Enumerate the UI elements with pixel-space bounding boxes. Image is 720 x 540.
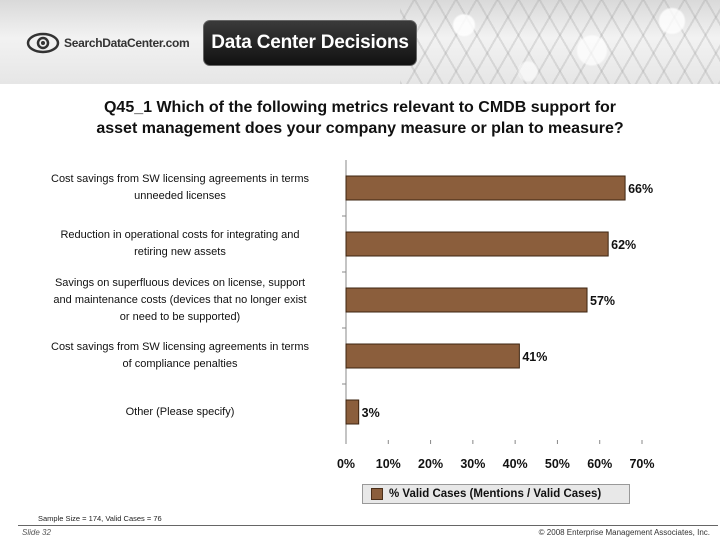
header-banner: SearchDataCenter.com Data Center Decisio… — [0, 0, 720, 84]
chart-title-line-2: asset management does your company measu… — [96, 120, 624, 137]
legend-swatch — [371, 488, 383, 500]
category-label-line: unneeded licenses — [134, 190, 226, 202]
banner-title: Data Center Decisions — [203, 20, 417, 66]
bar — [345, 399, 360, 425]
x-tick-label: 20% — [418, 457, 443, 471]
chart-title: Q45_1 Which of the following metrics rel… — [20, 97, 700, 139]
category-label-line: retiring new assets — [134, 246, 226, 258]
category-label: Cost savings from SW licensing agreement… — [20, 339, 340, 373]
bar — [345, 287, 588, 313]
chart-legend: % Valid Cases (Mentions / Valid Cases) — [362, 484, 630, 504]
x-tick-label: 30% — [460, 457, 485, 471]
x-tick-label: 40% — [503, 457, 528, 471]
data-label: 66% — [628, 182, 653, 196]
category-label: Reduction in operational costs for integ… — [20, 227, 340, 261]
category-label-line: Cost savings from SW licensing agreement… — [51, 173, 309, 185]
eye-icon — [26, 32, 60, 54]
category-label-line: or need to be supported) — [119, 310, 241, 323]
data-label: 57% — [590, 294, 615, 308]
footer-divider — [18, 525, 718, 526]
x-tick-label: 0% — [337, 457, 355, 471]
searchdatacenter-logo[interactable]: SearchDataCenter.com — [26, 28, 190, 58]
x-tick-label: 60% — [587, 457, 612, 471]
data-label: 3% — [362, 406, 380, 420]
category-label: Cost savings from SW licensing agreement… — [20, 171, 340, 205]
data-label: 62% — [611, 238, 636, 252]
bar — [345, 231, 609, 257]
x-tick-label: 10% — [376, 457, 401, 471]
banner-pattern — [400, 0, 720, 84]
slide-number: Slide 32 — [22, 528, 51, 537]
x-tick-label: 70% — [629, 457, 654, 471]
x-tick-label: 50% — [545, 457, 570, 471]
copyright: © 2008 Enterprise Management Associates,… — [538, 528, 710, 537]
bar — [345, 343, 520, 369]
bar-chart: 0% 10% 20% 30% 40% 50% 60% 70% 66% 62% 57% 41% 3% — [337, 160, 655, 471]
category-label-line: and maintenance costs (devices that no l… — [53, 293, 307, 306]
category-label: Other (Please specify) — [20, 404, 340, 421]
chart-title-line-1: Q45_1 Which of the following metrics rel… — [103, 99, 617, 116]
sample-size-note: Sample Size = 174, Valid Cases = 76 — [38, 514, 162, 523]
logo-text: SearchDataCenter.com — [64, 36, 190, 50]
category-label-line: Savings on superfluous devices on licens… — [54, 276, 306, 289]
category-label-line: of compliance penalties — [122, 358, 238, 370]
category-label-line: Reduction in operational costs for integ… — [60, 229, 300, 241]
category-label: Savings on superfluous devices on licens… — [20, 275, 340, 326]
data-label: 41% — [522, 350, 547, 364]
bar — [345, 175, 626, 201]
legend-label: % Valid Cases (Mentions / Valid Cases) — [389, 488, 602, 500]
category-label-line: Cost savings from SW licensing agreement… — [51, 341, 309, 353]
category-label-line: Other (Please specify) — [125, 405, 235, 418]
